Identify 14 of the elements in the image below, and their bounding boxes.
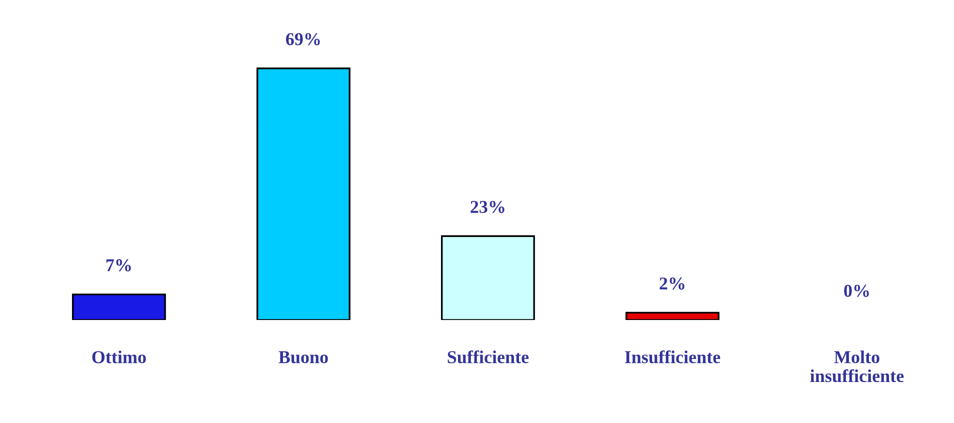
data-label: 0%	[844, 284, 869, 297]
bar	[72, 294, 166, 320]
x-tick-label: Ottimo	[92, 350, 146, 364]
data-label: 69%	[286, 33, 320, 46]
bar	[256, 68, 350, 320]
x-tick-label: Sufficiente	[448, 350, 529, 364]
data-label: 7%	[106, 259, 131, 272]
data-label: 23%	[470, 200, 504, 214]
bar	[441, 235, 535, 320]
x-tick-label: Buono	[278, 351, 328, 364]
x-tick-label: Insufficiente	[624, 350, 720, 364]
x-tick-label: Molto insufficiente	[810, 350, 904, 382]
bar	[626, 312, 720, 320]
data-label: 2%	[660, 277, 684, 290]
